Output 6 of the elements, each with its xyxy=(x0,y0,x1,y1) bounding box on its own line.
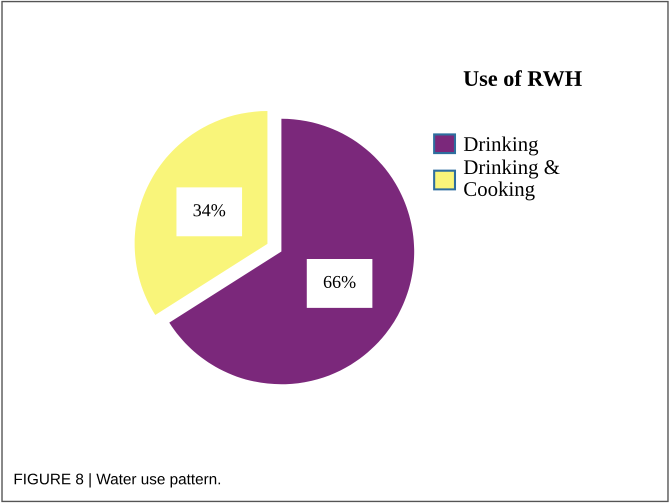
caption: FIGURE 8 | Water use pattern. xyxy=(14,473,220,488)
data-label: 34% xyxy=(194,204,226,216)
legend-label: Drinking xyxy=(464,136,538,156)
chart-title: Use of RWH xyxy=(464,70,582,86)
data-label: 66% xyxy=(324,276,356,288)
legend-label: Drinking & Cooking xyxy=(464,160,560,200)
